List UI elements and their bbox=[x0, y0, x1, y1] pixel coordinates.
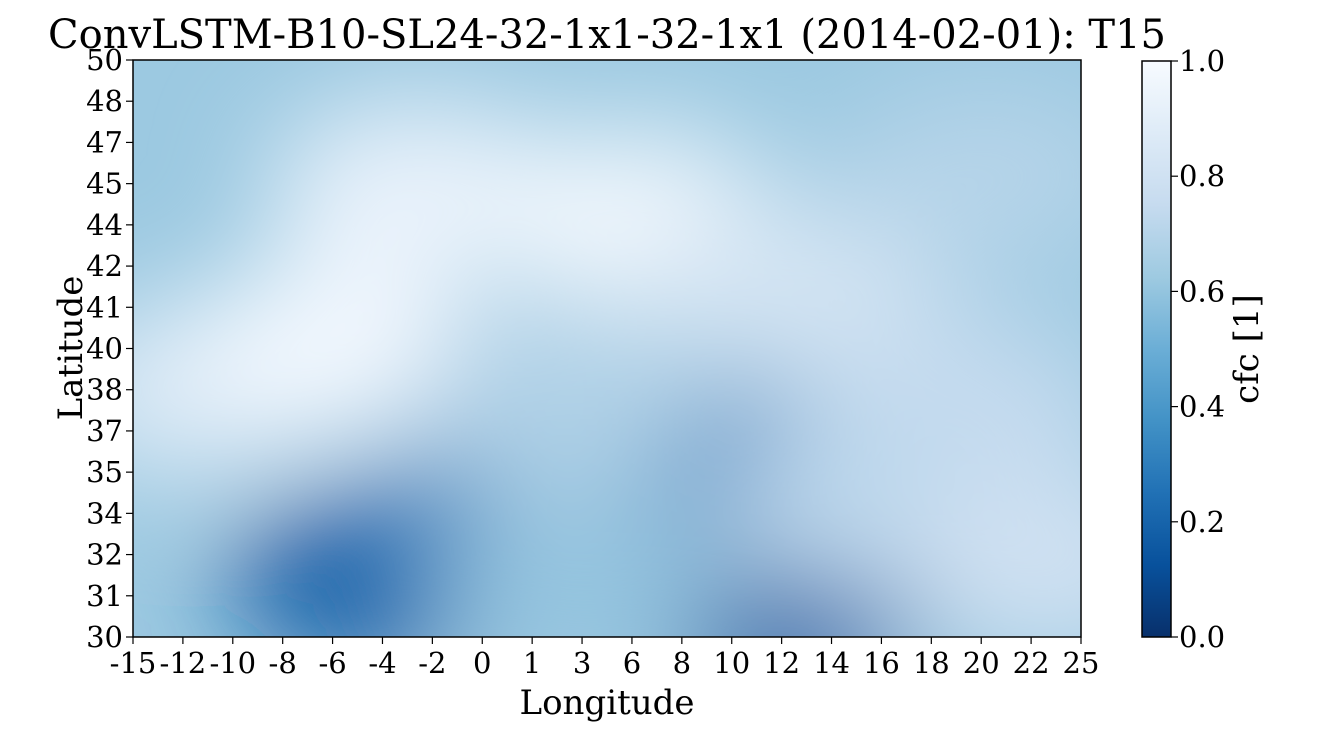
x-tick-label: 14 bbox=[813, 646, 850, 680]
y-tick-label: 30 bbox=[86, 620, 123, 654]
x-tick-label: -12 bbox=[160, 646, 207, 680]
y-tick-label: 44 bbox=[86, 208, 123, 242]
x-tick-label: 18 bbox=[913, 646, 950, 680]
x-tick-label: 20 bbox=[963, 646, 1000, 680]
x-tick-label: -2 bbox=[418, 646, 446, 680]
x-tick-label: -8 bbox=[269, 646, 297, 680]
field-feature-12 bbox=[409, 316, 710, 497]
y-tick-label: 38 bbox=[86, 373, 123, 407]
field-feature-11 bbox=[433, 489, 734, 637]
field-feature-14 bbox=[895, 474, 1081, 637]
y-tick-label: 32 bbox=[86, 538, 123, 572]
x-tick-label: 10 bbox=[713, 646, 750, 680]
y-tick-label: 45 bbox=[86, 167, 123, 201]
y-tick-label: 40 bbox=[86, 332, 123, 366]
colorbar bbox=[1141, 60, 1172, 638]
y-tick-label: 35 bbox=[86, 455, 123, 489]
x-axis: -15 -12 -10 -8 -6 -4 -2 0 1 3 6 8 10 12 14 16 18 20 22 25 bbox=[110, 637, 1100, 680]
x-tick-label: 1 bbox=[523, 646, 541, 680]
colorbar-axis: 0.0 0.2 0.4 0.6 0.8 1.0 bbox=[1171, 44, 1225, 654]
colorbar-tick-label: 0.4 bbox=[1179, 390, 1225, 424]
x-tick-label: 6 bbox=[623, 646, 641, 680]
colorbar-tick-label: 1.0 bbox=[1179, 44, 1225, 78]
x-tick-label: -10 bbox=[209, 646, 256, 680]
colorbar-tick-label: 0.8 bbox=[1179, 159, 1225, 193]
x-tick-label: 12 bbox=[763, 646, 800, 680]
x-tick-label: 0 bbox=[473, 646, 491, 680]
y-tick-label: 47 bbox=[86, 125, 123, 159]
colorbar-tick-label: 0.0 bbox=[1179, 620, 1225, 654]
y-axis-label: Latitude bbox=[51, 276, 91, 421]
colorbar-label: cfc [1] bbox=[1227, 294, 1267, 404]
y-tick-label: 31 bbox=[86, 579, 123, 613]
y-axis: 30 31 32 34 35 37 38 40 41 42 44 45 47 48 50 bbox=[86, 43, 133, 654]
x-tick-label: 16 bbox=[863, 646, 900, 680]
x-tick-label: 22 bbox=[1013, 646, 1050, 680]
x-axis-label: Longitude bbox=[519, 683, 694, 723]
field-feature-5 bbox=[836, 85, 1081, 266]
colorbar-tick-label: 0.6 bbox=[1179, 274, 1225, 308]
y-tick-label: 50 bbox=[86, 43, 123, 77]
x-tick-label: -15 bbox=[110, 646, 157, 680]
x-tick-label: 25 bbox=[1063, 646, 1100, 680]
y-tick-label: 41 bbox=[86, 290, 123, 324]
x-tick-label: 3 bbox=[573, 646, 591, 680]
heatmap-field bbox=[133, 85, 1081, 637]
y-tick-label: 42 bbox=[86, 249, 123, 283]
x-tick-label: -4 bbox=[368, 646, 396, 680]
field-feature-1 bbox=[184, 258, 485, 439]
y-tick-label: 48 bbox=[86, 84, 123, 118]
y-tick-label: 34 bbox=[86, 496, 123, 530]
y-tick-label: 37 bbox=[86, 414, 123, 448]
x-tick-label: -6 bbox=[318, 646, 346, 680]
x-tick-label: 8 bbox=[673, 646, 691, 680]
chart-title: ConvLSTM-B10-SL24-32-1x1-32-1x1 (2014-02… bbox=[48, 12, 1166, 58]
colorbar-tick-label: 0.2 bbox=[1179, 505, 1225, 539]
